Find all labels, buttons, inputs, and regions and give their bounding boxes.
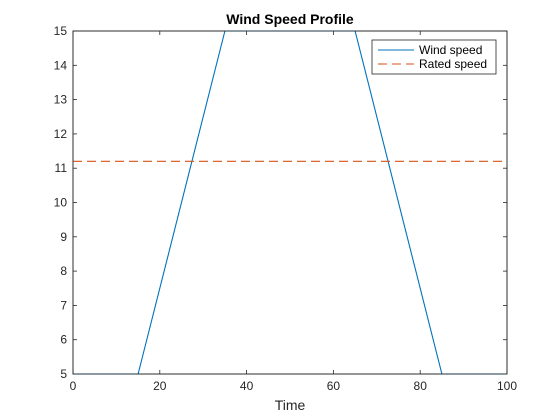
x-tick-label: 20	[153, 379, 167, 393]
x-tick-label: 60	[327, 379, 341, 393]
y-tick-label: 7	[60, 298, 67, 312]
x-axis: 0 20 40 60 80 100	[70, 31, 517, 393]
x-tick-label: 40	[240, 379, 254, 393]
y-tick-label: 5	[60, 367, 67, 381]
y-tick-label: 10	[54, 196, 68, 210]
y-tick-label: 6	[60, 333, 67, 347]
x-tick-label: 100	[497, 379, 517, 393]
legend-label-1: Rated speed	[419, 57, 487, 71]
plot-area	[72, 30, 508, 375]
chart-title: Wind Speed Profile	[226, 11, 354, 27]
legend-box	[371, 39, 497, 75]
x-axis-label: Time	[275, 397, 306, 413]
series-layer	[72, 30, 508, 375]
y-tick-label: 13	[54, 93, 68, 107]
y-axis: 5 6 7 8 9 10 11 12 13 14 15	[54, 24, 507, 381]
plot-border	[72, 30, 508, 375]
x-tick-label: 80	[414, 379, 428, 393]
y-tick-label: 14	[54, 58, 68, 72]
y-tick-label: 11	[55, 161, 68, 175]
x-tick-label: 0	[70, 379, 77, 393]
y-tick-label: 8	[60, 264, 67, 278]
y-tick-label: 15	[54, 24, 68, 38]
legend-label-0: Wind speed	[419, 43, 482, 57]
y-tick-label: 9	[60, 230, 67, 244]
y-tick-label: 12	[54, 127, 68, 141]
